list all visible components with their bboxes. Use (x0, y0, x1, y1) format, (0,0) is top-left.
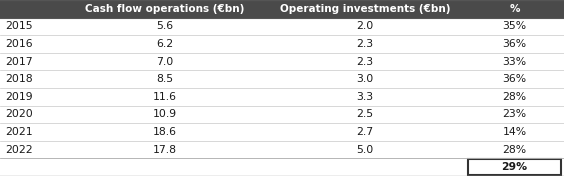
Bar (0, 88, 564, 106)
Text: 2.0: 2.0 (356, 21, 374, 31)
Text: 2.5: 2.5 (356, 109, 374, 119)
Text: 14%: 14% (503, 127, 527, 137)
Text: 11.6: 11.6 (153, 92, 177, 102)
Text: 33%: 33% (503, 57, 527, 67)
Text: 10.9: 10.9 (153, 109, 177, 119)
Text: 28%: 28% (503, 92, 527, 102)
Text: 2.3: 2.3 (356, 57, 374, 67)
Bar (0, 0, 564, 18)
Text: 36%: 36% (503, 74, 527, 84)
Bar (0, 141, 564, 158)
Text: 3.3: 3.3 (356, 92, 374, 102)
Text: 2022: 2022 (6, 145, 33, 155)
Text: 2021: 2021 (6, 127, 33, 137)
Text: %: % (509, 4, 520, 14)
Text: 8.5: 8.5 (156, 74, 174, 84)
Bar (0, 18, 564, 35)
Bar (0, 70, 564, 88)
Text: 2016: 2016 (6, 39, 33, 49)
Text: 35%: 35% (503, 21, 527, 31)
Bar (0, 123, 564, 141)
Text: 5.0: 5.0 (356, 145, 374, 155)
Text: 36%: 36% (503, 39, 527, 49)
Text: 2020: 2020 (6, 109, 33, 119)
Text: 3.0: 3.0 (356, 74, 374, 84)
Bar (0, 106, 564, 123)
Text: 2017: 2017 (6, 57, 33, 67)
Text: 2.3: 2.3 (356, 39, 374, 49)
Text: 28%: 28% (503, 145, 527, 155)
Text: 5.6: 5.6 (156, 21, 174, 31)
Bar (0, 158, 564, 176)
Bar (468, 159, 561, 175)
Text: 18.6: 18.6 (153, 127, 177, 137)
Text: 7.0: 7.0 (156, 57, 174, 67)
Text: 2018: 2018 (6, 74, 33, 84)
Text: 6.2: 6.2 (156, 39, 174, 49)
Text: Operating investments (€bn): Operating investments (€bn) (280, 4, 451, 14)
Text: 2019: 2019 (6, 92, 33, 102)
Text: 23%: 23% (503, 109, 527, 119)
Text: Cash flow operations (€bn): Cash flow operations (€bn) (85, 4, 245, 14)
Text: 17.8: 17.8 (153, 145, 177, 155)
Text: 29%: 29% (501, 162, 528, 172)
Text: 2.7: 2.7 (356, 127, 374, 137)
Bar (0, 53, 564, 70)
Text: 2015: 2015 (6, 21, 33, 31)
Bar (0, 35, 564, 53)
